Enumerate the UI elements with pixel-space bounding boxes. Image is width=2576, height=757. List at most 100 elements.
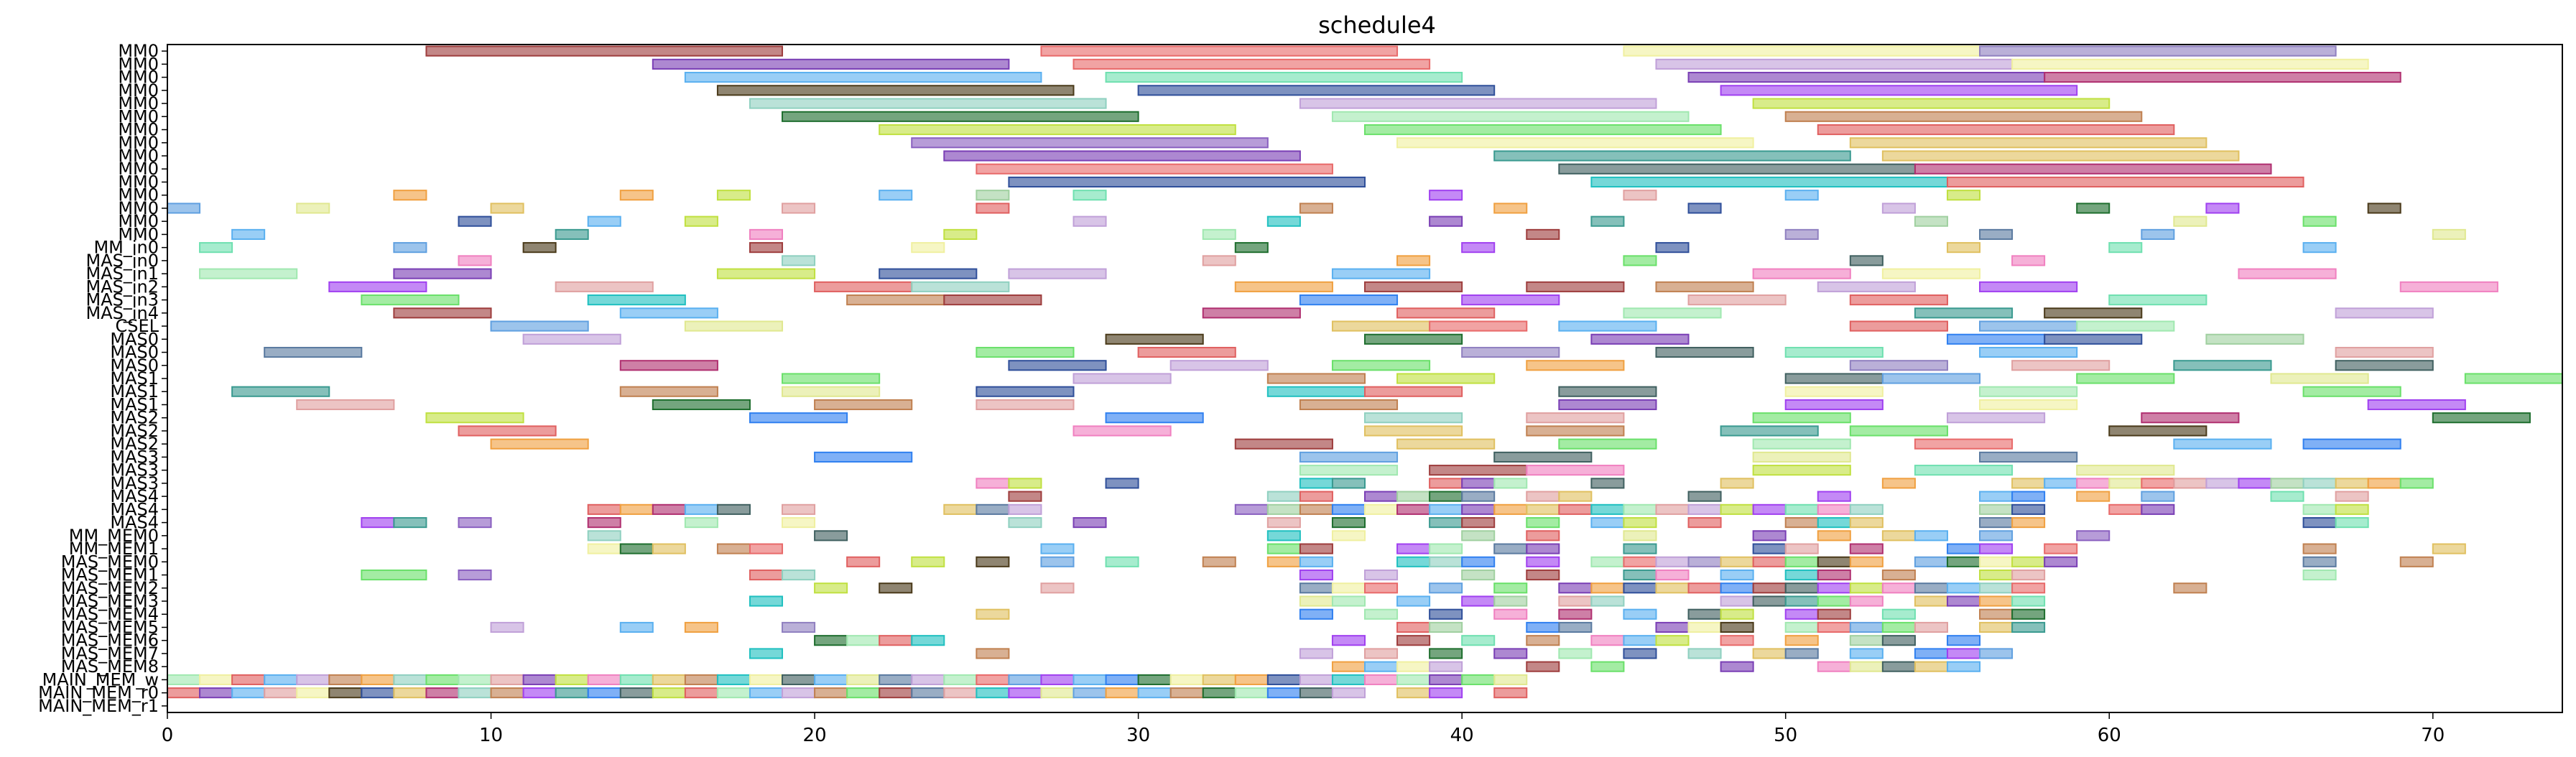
task-bar: [1364, 661, 1399, 672]
task-bar: [1946, 661, 1981, 672]
task-bar: [976, 648, 1010, 659]
task-bar: [1558, 595, 1593, 607]
y-tick-label: MM0: [118, 120, 159, 140]
y-tick-label: MM0: [118, 133, 159, 153]
task-bar: [1752, 530, 1787, 542]
task-bar: [1008, 360, 1107, 371]
task-bar: [2270, 373, 2369, 384]
task-bar: [2302, 242, 2337, 254]
task-bar: [2173, 438, 2272, 450]
bars-layer: [167, 45, 2564, 699]
task-bar: [1364, 491, 1399, 502]
task-bar: [879, 124, 1236, 136]
task-bar: [911, 635, 945, 646]
task-bar: [814, 281, 913, 292]
task-bar: [976, 608, 1010, 620]
x-tick-label: 10: [479, 725, 503, 746]
task-bar: [782, 255, 816, 266]
y-tick-label: MM_in0: [93, 238, 159, 258]
task-bar: [1914, 648, 1948, 659]
task-bar: [1202, 255, 1236, 266]
task-bar: [1849, 517, 1884, 529]
task-bar: [814, 687, 848, 699]
task-bar: [1493, 648, 1528, 659]
task-bar: [1881, 635, 1916, 646]
task-bar: [167, 203, 201, 214]
task-bar: [1784, 111, 2143, 122]
task-bar: [1526, 569, 1560, 581]
task-bar: [2335, 491, 2369, 502]
y-tick-label: MM_MEM1: [69, 539, 159, 559]
task-bar: [1590, 333, 1690, 345]
task-bar: [782, 373, 881, 384]
task-bar: [458, 215, 492, 227]
task-bar: [1720, 85, 2078, 96]
task-bar: [2367, 399, 2466, 411]
task-bar: [1331, 478, 1366, 489]
task-bar: [1040, 582, 1075, 594]
x-tick-label: 40: [1450, 725, 1474, 746]
task-bar: [587, 530, 621, 542]
x-tick-label: 60: [2098, 725, 2121, 746]
task-bar: [1946, 635, 1981, 646]
task-bar: [1881, 569, 1916, 581]
task-bar: [458, 255, 492, 266]
task-bar: [1008, 176, 1366, 188]
task-bar: [1655, 281, 1754, 292]
task-bar: [1461, 346, 1560, 358]
task-bar: [1558, 608, 1593, 620]
task-bar: [749, 412, 848, 424]
task-bar: [2399, 281, 2498, 292]
task-bar: [2302, 517, 2337, 529]
task-bar: [2108, 294, 2207, 306]
task-bar: [1040, 687, 1075, 699]
task-bar: [1526, 425, 1625, 437]
y-tick-label: MM0: [118, 224, 159, 244]
task-bar: [1849, 360, 1948, 371]
task-bar: [2302, 503, 2337, 515]
task-bar: [1202, 307, 1301, 319]
y-tick-label: MAS1: [110, 368, 159, 389]
task-bar: [393, 190, 427, 201]
task-bar: [2173, 582, 2207, 594]
task-bar: [1655, 503, 1690, 515]
task-bar: [328, 281, 427, 292]
y-tick-label: MM0: [118, 68, 159, 88]
task-bar: [1881, 661, 1916, 672]
task-bar: [749, 648, 784, 659]
task-bar: [1655, 621, 1690, 633]
task-bar: [2076, 465, 2175, 476]
task-bar: [684, 503, 718, 515]
task-bar: [2076, 478, 2111, 489]
y-tick-label: MAS2: [110, 434, 159, 454]
task-bar: [1331, 517, 1366, 529]
task-bar: [684, 72, 1042, 83]
task-bar: [1266, 556, 1301, 567]
task-bar: [2399, 556, 2434, 567]
y-tick-label: MAS_in3: [85, 290, 159, 310]
task-bar: [555, 281, 654, 292]
task-bar: [1817, 608, 1851, 620]
task-bar: [1396, 137, 1754, 149]
y-tick-label: MAS_in0: [85, 251, 159, 271]
task-bar: [1655, 242, 1690, 254]
task-bar: [522, 242, 557, 254]
task-bar: [2173, 215, 2207, 227]
y-tick-label: MAS_MEM8: [61, 656, 159, 677]
task-bar: [1526, 228, 1560, 240]
task-bar: [522, 333, 621, 345]
task-bar: [652, 399, 751, 411]
task-bar: [1493, 543, 1528, 554]
task-bar: [1784, 373, 1884, 384]
task-bar: [1817, 595, 1851, 607]
task-bar: [1655, 582, 1690, 594]
task-bar: [490, 621, 524, 633]
task-bar: [458, 517, 492, 529]
task-bar: [1202, 228, 1236, 240]
task-bar: [199, 687, 233, 699]
task-bar: [361, 569, 427, 581]
task-bar: [1946, 412, 2046, 424]
task-bar: [1072, 674, 1107, 685]
task-bar: [814, 451, 913, 463]
task-bar: [943, 150, 1301, 162]
